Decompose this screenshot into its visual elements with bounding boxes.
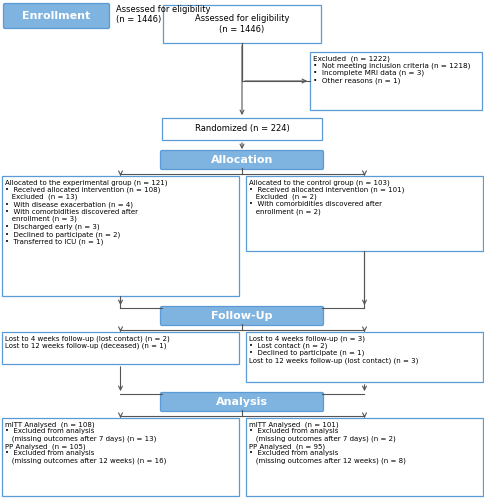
- FancyBboxPatch shape: [160, 306, 323, 326]
- Text: Analysis: Analysis: [215, 397, 268, 407]
- FancyBboxPatch shape: [245, 332, 482, 382]
- Text: mITT Analysed  (n = 108)
•  Excluded from analysis
   (missing outcomes after 7 : mITT Analysed (n = 108) • Excluded from …: [5, 421, 166, 464]
- FancyBboxPatch shape: [162, 118, 321, 140]
- FancyBboxPatch shape: [309, 52, 481, 110]
- FancyBboxPatch shape: [160, 392, 323, 411]
- Text: Assessed for eligibility
(n = 1446): Assessed for eligibility (n = 1446): [116, 5, 210, 24]
- Text: Assessed for eligibility
(n = 1446): Assessed for eligibility (n = 1446): [195, 14, 288, 34]
- FancyBboxPatch shape: [2, 332, 239, 364]
- Text: Allocated to the control group (n = 103)
•  Received allocated intervention (n =: Allocated to the control group (n = 103)…: [248, 179, 404, 215]
- Text: Enrollment: Enrollment: [22, 11, 91, 21]
- FancyBboxPatch shape: [3, 4, 109, 28]
- Text: mITT Analysed  (n = 101)
•  Excluded from analysis
   (missing outcomes after 7 : mITT Analysed (n = 101) • Excluded from …: [248, 421, 405, 464]
- FancyBboxPatch shape: [2, 418, 239, 496]
- FancyBboxPatch shape: [2, 176, 239, 296]
- Text: Excluded  (n = 1222)
•  Not meeting inclusion criteria (n = 1218)
•  Incomplete : Excluded (n = 1222) • Not meeting inclus…: [312, 55, 469, 84]
- Text: Follow-Up: Follow-Up: [211, 311, 272, 321]
- Text: Lost to 4 weeks follow-up (lost contact) (n = 2)
Lost to 12 weeks follow-up (dec: Lost to 4 weeks follow-up (lost contact)…: [5, 335, 169, 349]
- FancyBboxPatch shape: [245, 176, 482, 251]
- FancyBboxPatch shape: [245, 418, 482, 496]
- Text: Randomized (n = 224): Randomized (n = 224): [194, 124, 289, 134]
- FancyBboxPatch shape: [160, 150, 323, 170]
- FancyBboxPatch shape: [163, 5, 320, 43]
- Text: Allocated to the experimental group (n = 121)
•  Received allocated intervention: Allocated to the experimental group (n =…: [5, 179, 167, 245]
- Text: Lost to 4 weeks follow-up (n = 3)
•  Lost contact (n = 2)
•  Declined to partici: Lost to 4 weeks follow-up (n = 3) • Lost…: [248, 335, 418, 364]
- Text: Allocation: Allocation: [211, 155, 272, 165]
